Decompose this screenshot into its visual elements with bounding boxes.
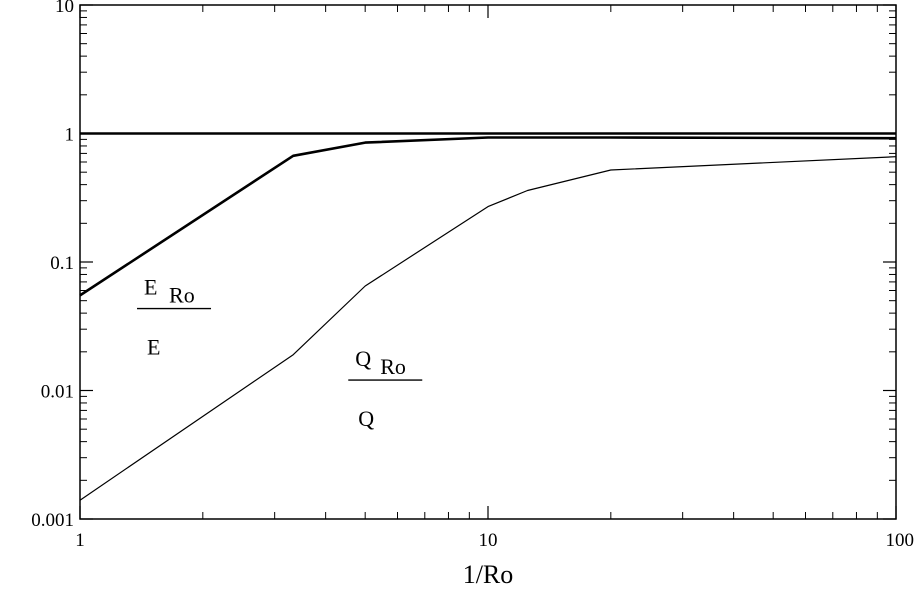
y-tick-label: 0.001 [31,510,74,531]
plot-frame [79,4,897,520]
minor-ticks [80,5,896,519]
annotation-layer: E Ro E Q Ro Q [137,275,423,431]
x-tick-label: 100 [886,530,915,551]
annotation-1-numerator: E [144,275,157,300]
tick-labels: 0.001 0.01 0.1 1 10 1 10 100 [31,0,914,551]
y-tick-label: 0.01 [41,382,74,403]
annotation-1-subscript: Ro [169,283,195,308]
annotation-2-subscript: Ro [380,354,406,379]
y-tick-label: 1 [65,125,75,146]
annotation-2-numerator: Q [355,346,371,371]
y-tick-label: 10 [55,0,74,17]
series-layer [79,132,897,501]
x-tick-label: 10 [479,530,498,551]
major-ticks [79,4,897,520]
series-line-3 [79,156,897,501]
x-axis-title: 1/Ro [463,560,514,589]
y-tick-label: 0.1 [50,253,74,274]
annotation-2-denominator: Q [358,406,374,431]
annotation-1-denominator: E [147,335,160,360]
x-tick-label: 1 [75,530,85,551]
series-line-2 [79,136,897,297]
